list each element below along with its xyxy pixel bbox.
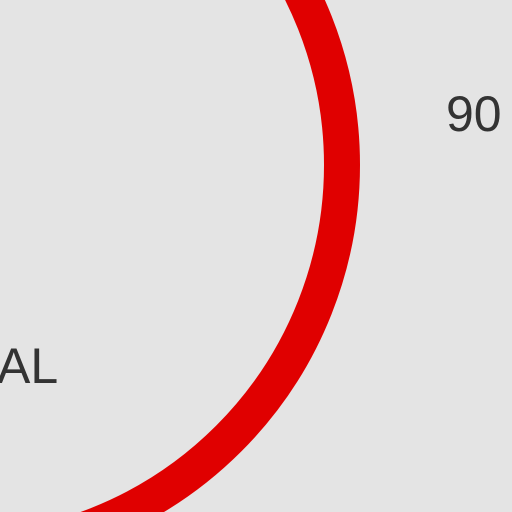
gauge-label-fragment: AL bbox=[0, 338, 59, 394]
gauge-value-fragment: 90 bbox=[446, 86, 502, 142]
gauge-ring-arc bbox=[80, 0, 360, 512]
